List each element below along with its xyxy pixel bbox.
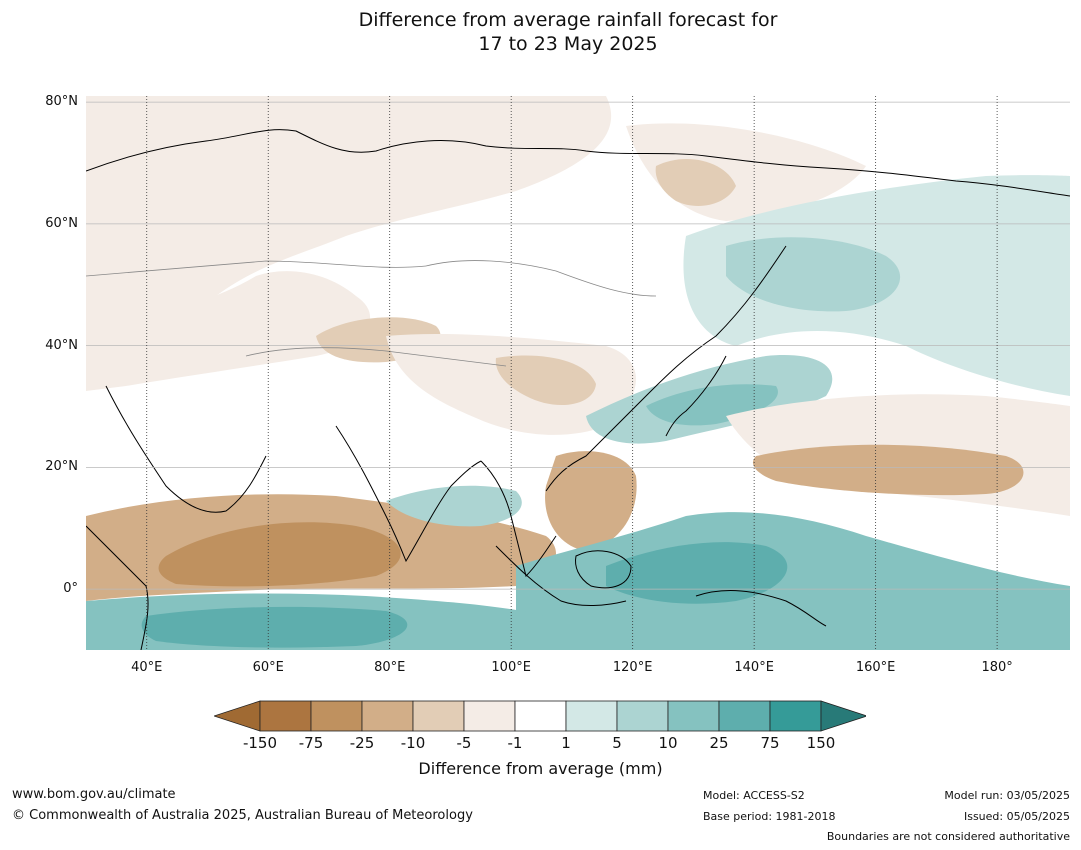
dry-region-indian-ocean-core: [158, 522, 401, 587]
lon-label: 140°E: [734, 660, 774, 675]
colorbar-tick-label: -150: [242, 734, 278, 752]
coastline-new-guinea: [695, 590, 827, 627]
colorbar-tick-label: -25: [349, 734, 375, 752]
coastline-sumatra: [495, 545, 627, 607]
title-line-1: Difference from average rainfall forecas…: [358, 9, 778, 31]
colorbar-tick-label: -1: [507, 734, 523, 752]
dry-region-tropical-pacific-core: [752, 444, 1024, 496]
coastline-arabia: [105, 385, 267, 513]
lat-label: 20°N: [45, 459, 78, 475]
wet-region-maritime-core: [606, 542, 788, 604]
dry-region-central-asia: [86, 271, 371, 391]
colorbar-segment: [310, 700, 363, 732]
colorbar-segment: [514, 700, 567, 732]
colorbar-label: Difference from average (mm): [418, 759, 663, 778]
colorbar-extend-low: [214, 700, 261, 732]
colorbar-tick-label: -10: [400, 734, 426, 752]
lon-label: 120°E: [612, 660, 653, 675]
coastline-east-asia: [545, 245, 787, 492]
title-line-2: 17 to 23 May 2025: [478, 33, 658, 55]
border-central-asia: [86, 260, 427, 277]
longitude-gridlines: [146, 96, 998, 650]
coastline-indochina: [480, 460, 557, 577]
colorbar-tick-label: 10: [658, 734, 678, 752]
colorbar-tick-label: 75: [760, 734, 780, 752]
colorbar-tick-label: 5: [612, 734, 622, 752]
colorbar-tick-label: -5: [456, 734, 472, 752]
colorbar-segment: [259, 700, 312, 732]
colorbar-segment: [565, 700, 618, 732]
footer-disclaimer: Boundaries are not considered authoritat…: [826, 830, 1070, 843]
footer-copyright: © Commonwealth of Australia 2025, Austra…: [12, 808, 473, 823]
wet-region-south-indian-core: [141, 606, 408, 648]
coastline-japan: [665, 355, 727, 437]
footer-issued: Issued: 05/05/2025: [963, 810, 1070, 823]
lat-label: 60°N: [45, 215, 78, 231]
coastline-india: [335, 425, 482, 563]
lon-label: 80°E: [374, 660, 406, 675]
dry-region-siberia: [86, 96, 612, 341]
colorbar-tick-label: 150: [806, 734, 836, 752]
rainfall-anomaly-map: [86, 96, 1070, 650]
lon-label: 40°E: [131, 660, 163, 675]
footer-base-period: Base period: 1981-2018: [703, 810, 836, 823]
colorbar-segment: [718, 700, 771, 732]
lat-label: 40°N: [45, 337, 78, 353]
colorbar-segment: [769, 700, 822, 732]
country-borders: [86, 260, 657, 367]
coastline-borneo: [575, 550, 632, 589]
footer-model: Model: ACCESS-S2: [703, 789, 805, 802]
colorbar-segment: [616, 700, 669, 732]
border-south-asia: [245, 347, 507, 367]
border-mongolia: [425, 260, 657, 297]
colorbar-segment: [361, 700, 414, 732]
coastline-africa: [86, 525, 149, 650]
wet-region-bay-of-bengal: [386, 485, 522, 527]
colorbar: [214, 700, 866, 732]
coastlines: [86, 129, 1070, 650]
lat-label: 80°N: [45, 94, 78, 110]
colorbar-tick-label: 25: [709, 734, 729, 752]
coastline-arctic: [86, 129, 1070, 197]
lon-label: 100°E: [491, 660, 531, 675]
footer-model-run: Model run: 03/05/2025: [944, 789, 1070, 802]
colorbar-tick-label: 1: [561, 734, 571, 752]
wet-region-maritime-continent: [516, 512, 1070, 650]
dry-region-kamchatka: [655, 158, 736, 206]
lon-label: 180°: [981, 660, 1013, 675]
colorbar-segment: [412, 700, 465, 732]
colorbar-extend-high: [820, 700, 866, 732]
map-title: Difference from average rainfall forecas…: [0, 8, 1081, 56]
colorbar-tick-label: -75: [298, 734, 324, 752]
colorbar-segment: [667, 700, 720, 732]
lon-label: 160°E: [855, 660, 896, 675]
footer-url[interactable]: www.bom.gov.au/climate: [12, 787, 176, 802]
wet-region-north-pacific-core: [726, 237, 901, 312]
lon-label: 60°E: [252, 660, 284, 675]
latitude-gridlines: [86, 101, 1070, 590]
dry-region-china-inner: [495, 355, 596, 406]
map-canvas: [86, 96, 1070, 650]
dry-region-philippines: [545, 451, 637, 551]
lat-label: 0°: [63, 581, 78, 597]
colorbar-segment: [463, 700, 516, 732]
